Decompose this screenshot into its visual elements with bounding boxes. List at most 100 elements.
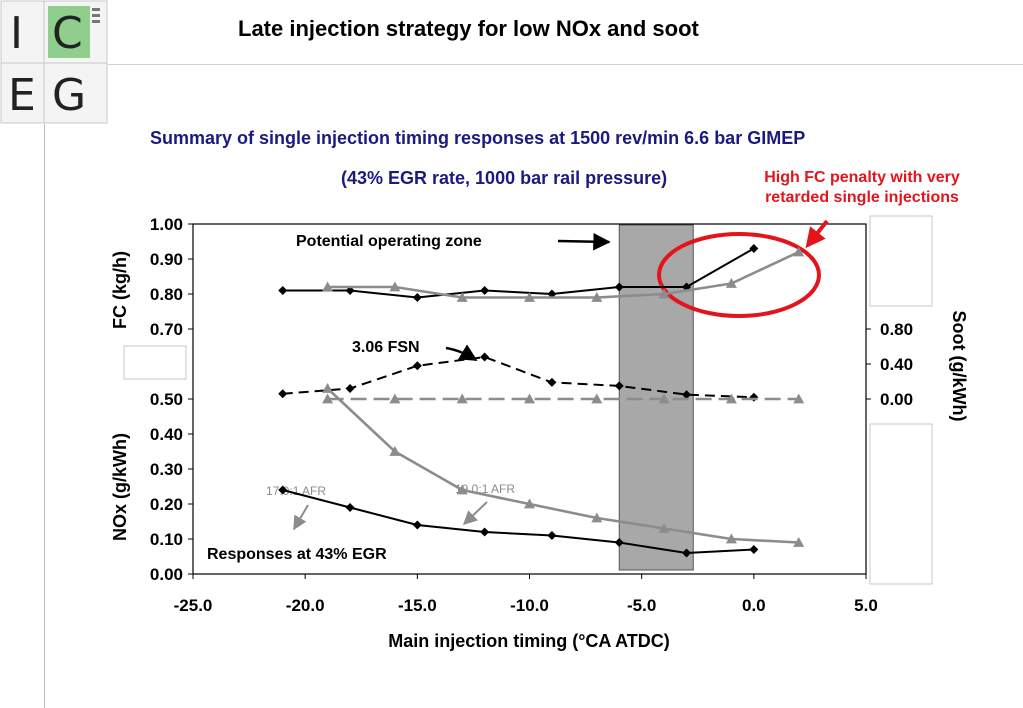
- y-axis-label-fc: FC (kg/h): [110, 251, 130, 329]
- fsn-label: 3.06 FSN: [352, 339, 420, 356]
- soot-dark-point: [749, 392, 759, 402]
- soot-dark-point: [547, 377, 557, 387]
- soot-gray-point: [658, 393, 670, 404]
- logo-letter-e: E: [8, 70, 36, 121]
- fc-penalty-callout: High FC penalty with very retarded singl…: [742, 168, 982, 208]
- afr-dark-label: 17.0:1 AFR: [266, 484, 326, 498]
- slide-title: Late injection strategy for low NOx and …: [238, 16, 699, 41]
- fc-dark-point: [749, 244, 759, 253]
- afr-dark-arrow: [293, 504, 309, 531]
- y-left-tick-label: 0.30: [150, 460, 183, 479]
- nox-dark-point: [682, 548, 692, 558]
- x-tick-label: -10.0: [510, 596, 549, 615]
- soot-dark-line: [282, 356, 754, 399]
- fc-gray-point: [456, 292, 468, 302]
- nox-dark-point: [749, 545, 759, 554]
- zone-label: Potential operating zone: [296, 233, 482, 250]
- y-left-tick-label: 0.50: [150, 390, 183, 409]
- fc-dark-point: [278, 286, 288, 295]
- header-divider: [108, 64, 1023, 65]
- y-left-tick-label: 1.00: [150, 215, 183, 234]
- x-tick-label: -15.0: [398, 596, 437, 615]
- afr-gray-arrow: [462, 501, 488, 525]
- soot-dark-point: [412, 361, 422, 371]
- nox-dark-point: [547, 531, 557, 540]
- fc-gray-point: [591, 292, 603, 302]
- nox-dark-point: [278, 485, 288, 495]
- nox-gray-point: [658, 523, 670, 533]
- soot-dark-point: [614, 381, 624, 391]
- y-axis-label-nox: NOx (g/kWh): [110, 433, 130, 541]
- operating-zone-shade: [618, 224, 694, 571]
- callout-line-2: retarded single injections: [765, 189, 959, 206]
- soot-gray-point: [591, 393, 603, 404]
- fc-gray-point: [725, 278, 737, 288]
- blank-box: [869, 215, 933, 307]
- y-left-tick-label: 0.70: [150, 320, 183, 339]
- y-axis-label-soot: Soot (g/kWh): [949, 311, 969, 422]
- soot-gray-point: [456, 393, 468, 404]
- x-axis-label: Main injection timing (°CA ATDC): [388, 631, 670, 651]
- y-right-tick-label: 0.40: [880, 355, 913, 374]
- nox-gray-point: [322, 383, 334, 393]
- chart-conditions: (43% EGR rate, 1000 bar rail pressure): [341, 168, 668, 188]
- soot-dark-point: [278, 389, 288, 399]
- soot-dark-point: [480, 352, 490, 362]
- nox-dark-point: [412, 520, 422, 530]
- fc-gray-point: [524, 292, 535, 302]
- nox-gray-point: [389, 446, 401, 456]
- fc-gray-point: [389, 281, 401, 292]
- nox-gray-point: [591, 512, 603, 523]
- fc-gray-point: [322, 281, 334, 292]
- logo-grid: [0, 0, 108, 124]
- nox-gray-point: [456, 484, 468, 495]
- y-left-tick-label: 0.90: [150, 250, 183, 269]
- x-tick-label: -5.0: [627, 596, 656, 615]
- egr-label: Responses at 43% EGR: [207, 546, 387, 563]
- margin-divider: [44, 124, 45, 708]
- y-left-tick-label: 0.00: [150, 565, 183, 584]
- y-left-tick-label: 0.40: [150, 425, 183, 444]
- zone-arrow: [557, 232, 611, 251]
- blank-box: [123, 345, 187, 380]
- nox-gray-point: [793, 537, 805, 547]
- x-tick-label: 5.0: [854, 596, 878, 615]
- fc-penalty-ellipse: [657, 232, 821, 318]
- x-tick-label: 0.0: [742, 596, 766, 615]
- callout-arrow: [805, 219, 829, 249]
- fc-dark-point: [614, 282, 624, 292]
- logo-letter-g: G: [52, 70, 87, 121]
- chart-subtitle: Summary of single injection timing respo…: [150, 128, 806, 148]
- y-left-tick-label: 0.20: [150, 495, 183, 514]
- fc-gray-line: [327, 250, 800, 299]
- nox-dark-point: [345, 503, 355, 512]
- iceg-logo: I C E G: [0, 0, 108, 124]
- soot-dark-point: [345, 384, 355, 393]
- soot-gray-point: [793, 393, 805, 404]
- nox-dark-point: [480, 527, 490, 537]
- y-right-tick-label: 0.00: [880, 390, 913, 409]
- fc-gray-point: [658, 288, 670, 299]
- soot-gray-point: [725, 393, 737, 404]
- y-right-tick-label: 0.80: [880, 320, 913, 339]
- soot-gray-point: [389, 393, 401, 404]
- nox-dark-point: [614, 538, 624, 547]
- soot-gray-point: [524, 393, 535, 404]
- soot-gray-point: [322, 393, 334, 404]
- callout-line-1: High FC penalty with very: [764, 169, 960, 186]
- nox-gray-point: [524, 498, 535, 509]
- x-tick-label: -25.0: [174, 596, 213, 615]
- soot-dark-point: [682, 390, 692, 400]
- y-left-tick-label: 0.10: [150, 530, 183, 549]
- x-tick-label: -20.0: [286, 596, 325, 615]
- fc-gray-point: [793, 246, 805, 257]
- nox-gray-point: [725, 533, 737, 544]
- blank-box: [869, 423, 933, 585]
- fc-dark-point: [480, 286, 490, 295]
- fc-dark-point: [412, 293, 422, 302]
- fc-dark-line: [282, 247, 755, 299]
- logo-letter-i: I: [10, 8, 23, 59]
- nox-dark-line: [282, 489, 754, 554]
- nox-gray-line: [326, 387, 799, 544]
